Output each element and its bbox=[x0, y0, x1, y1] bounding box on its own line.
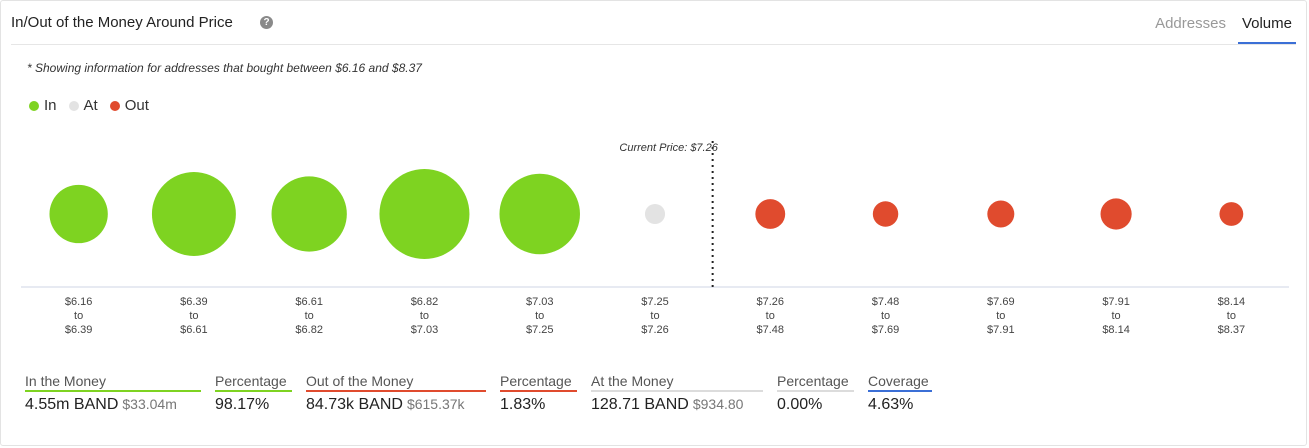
legend: In At Out bbox=[29, 97, 161, 114]
legend-label-at: At bbox=[83, 97, 98, 114]
bubble-out[interactable] bbox=[1219, 202, 1244, 226]
stat-label: Percentage bbox=[500, 373, 577, 392]
x-tick-label: $8.37 bbox=[1218, 324, 1246, 336]
stat-value: 0.00% bbox=[777, 396, 823, 413]
bubble-at[interactable] bbox=[644, 203, 666, 225]
x-tick-label: to bbox=[650, 310, 659, 322]
x-tick-label: $7.26 bbox=[641, 324, 669, 336]
x-tick-label: $6.61 bbox=[295, 296, 323, 308]
header-divider bbox=[11, 44, 1296, 45]
x-tick-label: $6.82 bbox=[411, 296, 439, 308]
x-tick-label: to bbox=[1111, 310, 1120, 322]
bubble-in[interactable] bbox=[49, 184, 108, 244]
x-tick-label: to bbox=[74, 310, 83, 322]
stat-out-of-the-money: Out of the Money 84.73k BAND $615.37k bbox=[306, 373, 486, 414]
x-tick-label: $7.25 bbox=[526, 324, 554, 336]
stat-label: Out of the Money bbox=[306, 373, 486, 392]
legend-dot-at bbox=[68, 100, 79, 111]
x-tick-label: $6.16 bbox=[65, 296, 93, 308]
x-tick-label: $7.48 bbox=[757, 324, 785, 336]
stat-at-percentage: Percentage 0.00% bbox=[777, 373, 854, 414]
legend-item-at[interactable]: At bbox=[68, 97, 98, 114]
x-tick-label: $7.69 bbox=[872, 324, 900, 336]
help-icon[interactable]: ? bbox=[260, 16, 273, 29]
legend-label-in: In bbox=[44, 97, 57, 114]
bubble-in[interactable] bbox=[151, 172, 236, 256]
bubble-in[interactable] bbox=[499, 173, 580, 255]
legend-dot-in bbox=[29, 100, 39, 111]
x-tick-label: to bbox=[766, 310, 775, 322]
stat-value: 128.71 BAND bbox=[591, 396, 689, 413]
stat-in-percentage: Percentage 98.17% bbox=[215, 373, 292, 414]
bubble-in[interactable] bbox=[379, 169, 470, 259]
stat-coverage: Coverage 4.63% bbox=[868, 373, 932, 414]
stat-label: Percentage bbox=[777, 373, 854, 392]
x-tick-label: $7.03 bbox=[411, 324, 439, 336]
x-tick-label: to bbox=[535, 310, 544, 322]
stat-value: 84.73k BAND bbox=[306, 396, 403, 413]
stat-label: At the Money bbox=[591, 373, 763, 392]
summary-stats: In the Money 4.55m BAND $33.04m Percentag… bbox=[25, 373, 946, 414]
range-note: * Showing information for addresses that… bbox=[27, 61, 422, 75]
x-tick-label: $7.26 bbox=[757, 296, 785, 308]
x-tick-label: $8.14 bbox=[1218, 296, 1246, 308]
bubble-out[interactable] bbox=[755, 199, 786, 229]
stat-at-the-money: At the Money 128.71 BAND $934.80 bbox=[591, 373, 763, 414]
x-tick-label: to bbox=[189, 310, 198, 322]
x-tick-label: to bbox=[996, 310, 1005, 322]
stat-label: In the Money bbox=[25, 373, 201, 392]
bubble-chart: $6.16 to $6.39 $6.39 to $6.61 $6.61 to $6.82 $6.8… bbox=[21, 141, 1289, 336]
tab-addresses[interactable]: Addresses bbox=[1155, 15, 1226, 32]
legend-dot-out bbox=[109, 100, 120, 111]
bubble-in[interactable] bbox=[271, 176, 347, 252]
x-tick-label: to bbox=[420, 310, 429, 322]
stat-value: 4.55m BAND bbox=[25, 396, 119, 413]
x-tick-label: $6.39 bbox=[65, 324, 93, 336]
x-tick-label: to bbox=[1227, 310, 1236, 322]
legend-label-out: Out bbox=[124, 97, 149, 114]
stat-value: 1.83% bbox=[500, 396, 546, 413]
legend-item-in[interactable]: In bbox=[29, 97, 57, 114]
x-tick-label: $6.61 bbox=[180, 324, 208, 336]
x-tick-label: to bbox=[881, 310, 890, 322]
stat-sub-value: $615.37k bbox=[406, 396, 465, 412]
stat-in-the-money: In the Money 4.55m BAND $33.04m bbox=[25, 373, 201, 414]
bubble-out[interactable] bbox=[1100, 198, 1132, 230]
stat-sub-value: $934.80 bbox=[692, 396, 744, 412]
x-tick-label: $7.91 bbox=[1102, 296, 1130, 308]
stat-label: Coverage bbox=[868, 373, 932, 392]
bubble-out[interactable] bbox=[987, 200, 1015, 228]
x-tick-label: $7.48 bbox=[872, 296, 900, 308]
stat-value: 98.17% bbox=[215, 396, 270, 413]
stat-value: 4.63% bbox=[868, 396, 914, 413]
stat-sub-value: $33.04m bbox=[122, 396, 177, 412]
current-price-label: Current Price: $7.26 bbox=[619, 142, 718, 154]
stat-out-percentage: Percentage 1.83% bbox=[500, 373, 577, 414]
x-tick-label: $7.03 bbox=[526, 296, 554, 308]
bubble-out[interactable] bbox=[872, 201, 899, 227]
tab-volume[interactable]: Volume bbox=[1237, 15, 1296, 44]
tab-bar: Addresses Volume bbox=[1143, 15, 1296, 44]
page-title: In/Out of the Money Around Price bbox=[11, 14, 233, 31]
stat-label: Percentage bbox=[215, 373, 292, 392]
x-tick-label: $7.91 bbox=[987, 324, 1015, 336]
legend-item-out[interactable]: Out bbox=[109, 97, 149, 114]
x-tick-label: $6.82 bbox=[295, 324, 323, 336]
x-tick-label: to bbox=[305, 310, 314, 322]
x-tick-label: $7.69 bbox=[987, 296, 1015, 308]
x-tick-label: $7.25 bbox=[641, 296, 669, 308]
x-tick-label: $8.14 bbox=[1102, 324, 1130, 336]
x-tick-label: $6.39 bbox=[180, 296, 208, 308]
